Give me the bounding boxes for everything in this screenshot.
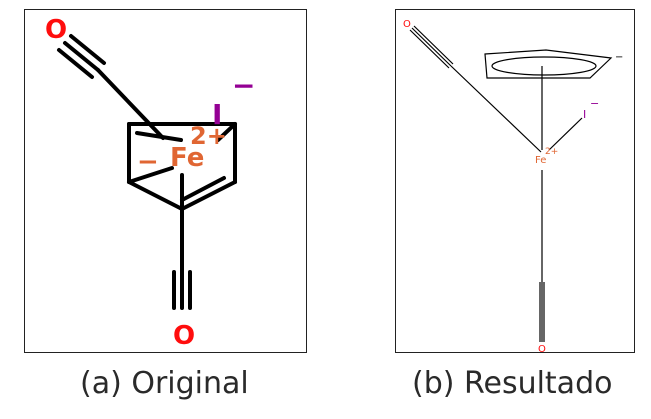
original-molecule-drawing: O O I − Fe 2+ − (45, 15, 255, 351)
ring-charge: − (615, 52, 623, 63)
iron-atom: Fe (170, 143, 204, 173)
oxygen-atom-top: O (403, 19, 411, 30)
ring-double-bond-line (135, 131, 183, 142)
carbonyl-bond-line (450, 65, 542, 153)
triple-bond-line (63, 41, 100, 72)
iodine-charge: − (590, 97, 599, 110)
original-structure-panel: O O I − Fe 2+ − (24, 9, 307, 353)
triple-bond-line (69, 34, 106, 65)
ring-bond-line (127, 166, 174, 184)
carbonyl-bond-line (96, 68, 165, 140)
ring-outline (484, 49, 613, 79)
oxygen-atom-bottom: O (173, 321, 195, 351)
iodine-charge: − (232, 69, 255, 102)
result-structure-panel: O O I − Fe 2+ − (395, 9, 635, 354)
ring-bond-line (180, 180, 237, 211)
triple-bond-line (413, 25, 454, 65)
oxygen-atom-bottom: O (538, 344, 546, 354)
ring-double-bond-line (180, 176, 226, 202)
result-molecule-drawing: O O I − Fe 2+ − (403, 19, 623, 354)
triple-bond-line (409, 29, 450, 69)
caption-original: (a) Original (80, 366, 249, 401)
iodine-bond-line (548, 117, 583, 151)
ring-bond-line (127, 180, 184, 211)
ring-aromatic-circle (491, 56, 597, 76)
iron-charge: 2+ (545, 147, 558, 157)
iodine-atom: I (583, 108, 586, 121)
iron-atom: Fe (535, 155, 546, 166)
caption-result: (b) Resultado (412, 366, 613, 401)
ring-charge: − (137, 147, 159, 177)
oxygen-atom-top: O (45, 15, 67, 45)
triple-bond-line (411, 27, 452, 67)
iodine-atom: I (212, 98, 222, 131)
iron-charge: 2+ (190, 122, 227, 150)
triple-bond-line (57, 48, 94, 79)
ring-bond-line (216, 122, 237, 142)
